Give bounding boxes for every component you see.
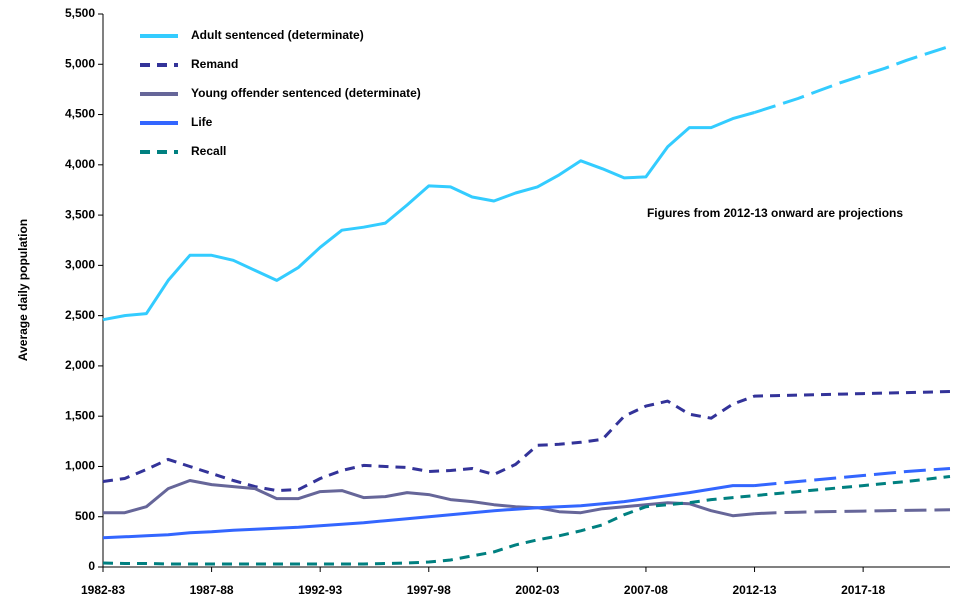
x-tick-label: 2012-13 bbox=[733, 583, 777, 597]
x-tick-label: 1987-88 bbox=[190, 583, 234, 597]
annotation: Figures from 2012-13 onward are projecti… bbox=[647, 206, 903, 220]
y-tick-label: 1,500 bbox=[65, 408, 95, 422]
x-tick-label: 1992-93 bbox=[298, 583, 342, 597]
x-tick-label: 2002-03 bbox=[515, 583, 559, 597]
y-tick-label: 3,000 bbox=[65, 258, 95, 272]
legend-label: Life bbox=[191, 115, 213, 129]
x-tick-label: 2007-08 bbox=[624, 583, 668, 597]
legend-label: Remand bbox=[191, 57, 238, 71]
y-tick-label: 4,000 bbox=[65, 157, 95, 171]
y-tick-label: 2,000 bbox=[65, 358, 95, 372]
series-line bbox=[754, 508, 951, 516]
legend-label: Adult sentenced (determinate) bbox=[191, 28, 364, 42]
series-line bbox=[754, 467, 951, 488]
series-line bbox=[102, 484, 755, 540]
y-tick-label: 1,000 bbox=[65, 459, 95, 473]
series-line bbox=[102, 475, 951, 566]
x-tick-label: 2017-18 bbox=[841, 583, 885, 597]
series-line bbox=[102, 390, 951, 493]
y-tick-label: 2,500 bbox=[65, 308, 95, 322]
series-line bbox=[103, 479, 755, 518]
y-tick-label: 3,500 bbox=[65, 207, 95, 221]
x-tick-label: 1997-98 bbox=[407, 583, 451, 597]
y-tick-label: 4,500 bbox=[65, 107, 95, 121]
y-axis-label: Average daily population bbox=[16, 219, 30, 361]
y-tick-label: 500 bbox=[75, 509, 95, 523]
y-tick-label: 5,000 bbox=[65, 56, 95, 70]
y-tick-label: 5,500 bbox=[65, 6, 95, 20]
y-tick-label: 0 bbox=[88, 559, 95, 573]
legend-label: Young offender sentenced (determinate) bbox=[191, 86, 421, 100]
legend-label: Recall bbox=[191, 144, 226, 158]
series-line bbox=[102, 111, 755, 322]
x-tick-label: 1982-83 bbox=[81, 583, 125, 597]
series-line bbox=[754, 44, 951, 114]
